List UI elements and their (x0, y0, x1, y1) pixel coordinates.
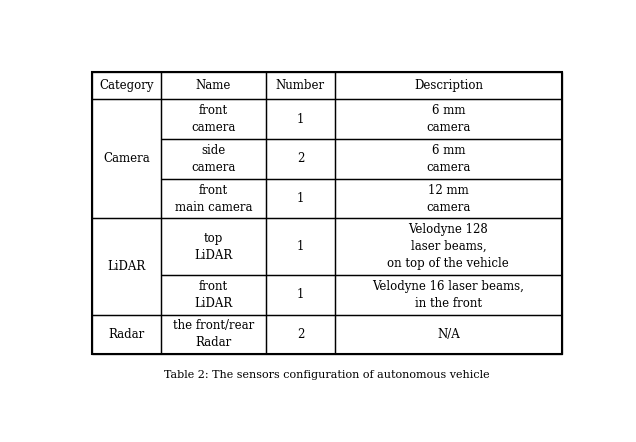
Bar (266, 218, 335, 275)
Text: 1: 1 (297, 192, 304, 205)
Text: Radar: Radar (109, 328, 145, 341)
Bar (162, 315, 266, 354)
Bar (266, 72, 335, 99)
Bar (266, 139, 335, 179)
Bar (92, 72, 562, 354)
Text: top
LiDAR: top LiDAR (195, 232, 233, 262)
Bar (92, 315, 162, 354)
Text: Table 2: The sensors configuration of autonomous vehicle: Table 2: The sensors configuration of au… (164, 370, 490, 380)
Text: front
LiDAR: front LiDAR (195, 280, 233, 310)
Text: 12 mm
camera: 12 mm camera (426, 183, 471, 213)
Bar (92, 72, 162, 99)
Text: 6 mm
camera: 6 mm camera (426, 144, 471, 174)
Text: Number: Number (276, 79, 325, 92)
Bar (162, 139, 266, 179)
Text: Description: Description (414, 79, 483, 92)
Text: side
camera: side camera (191, 144, 236, 174)
Bar (266, 275, 335, 315)
Text: Category: Category (99, 79, 154, 92)
Bar (162, 72, 266, 99)
Bar (335, 179, 562, 218)
Bar (92, 218, 162, 315)
Text: 6 mm
camera: 6 mm camera (426, 104, 471, 134)
Text: LiDAR: LiDAR (107, 260, 146, 273)
Bar (266, 179, 335, 218)
Text: the front/rear
Radar: the front/rear Radar (173, 320, 254, 349)
Bar (335, 275, 562, 315)
Bar (335, 72, 562, 99)
Bar (335, 99, 562, 139)
Bar (162, 179, 266, 218)
Bar (266, 315, 335, 354)
Bar (335, 218, 562, 275)
Text: front
main camera: front main camera (175, 183, 252, 213)
Text: 1: 1 (297, 113, 304, 126)
Text: 1: 1 (297, 288, 304, 301)
Bar (162, 275, 266, 315)
Bar (162, 99, 266, 139)
Text: 2: 2 (297, 152, 304, 165)
Text: Name: Name (196, 79, 231, 92)
Text: N/A: N/A (437, 328, 460, 341)
Text: 2: 2 (297, 328, 304, 341)
Bar (335, 139, 562, 179)
Bar (92, 99, 162, 218)
Bar (162, 218, 266, 275)
Text: 1: 1 (297, 240, 304, 253)
Text: Velodyne 16 laser beams,
in the front: Velodyne 16 laser beams, in the front (373, 280, 524, 310)
Text: Camera: Camera (103, 152, 150, 165)
Text: Velodyne 128
laser beams,
on top of the vehicle: Velodyne 128 laser beams, on top of the … (387, 223, 509, 270)
Bar (335, 315, 562, 354)
Bar (266, 99, 335, 139)
Text: front
camera: front camera (191, 104, 236, 134)
